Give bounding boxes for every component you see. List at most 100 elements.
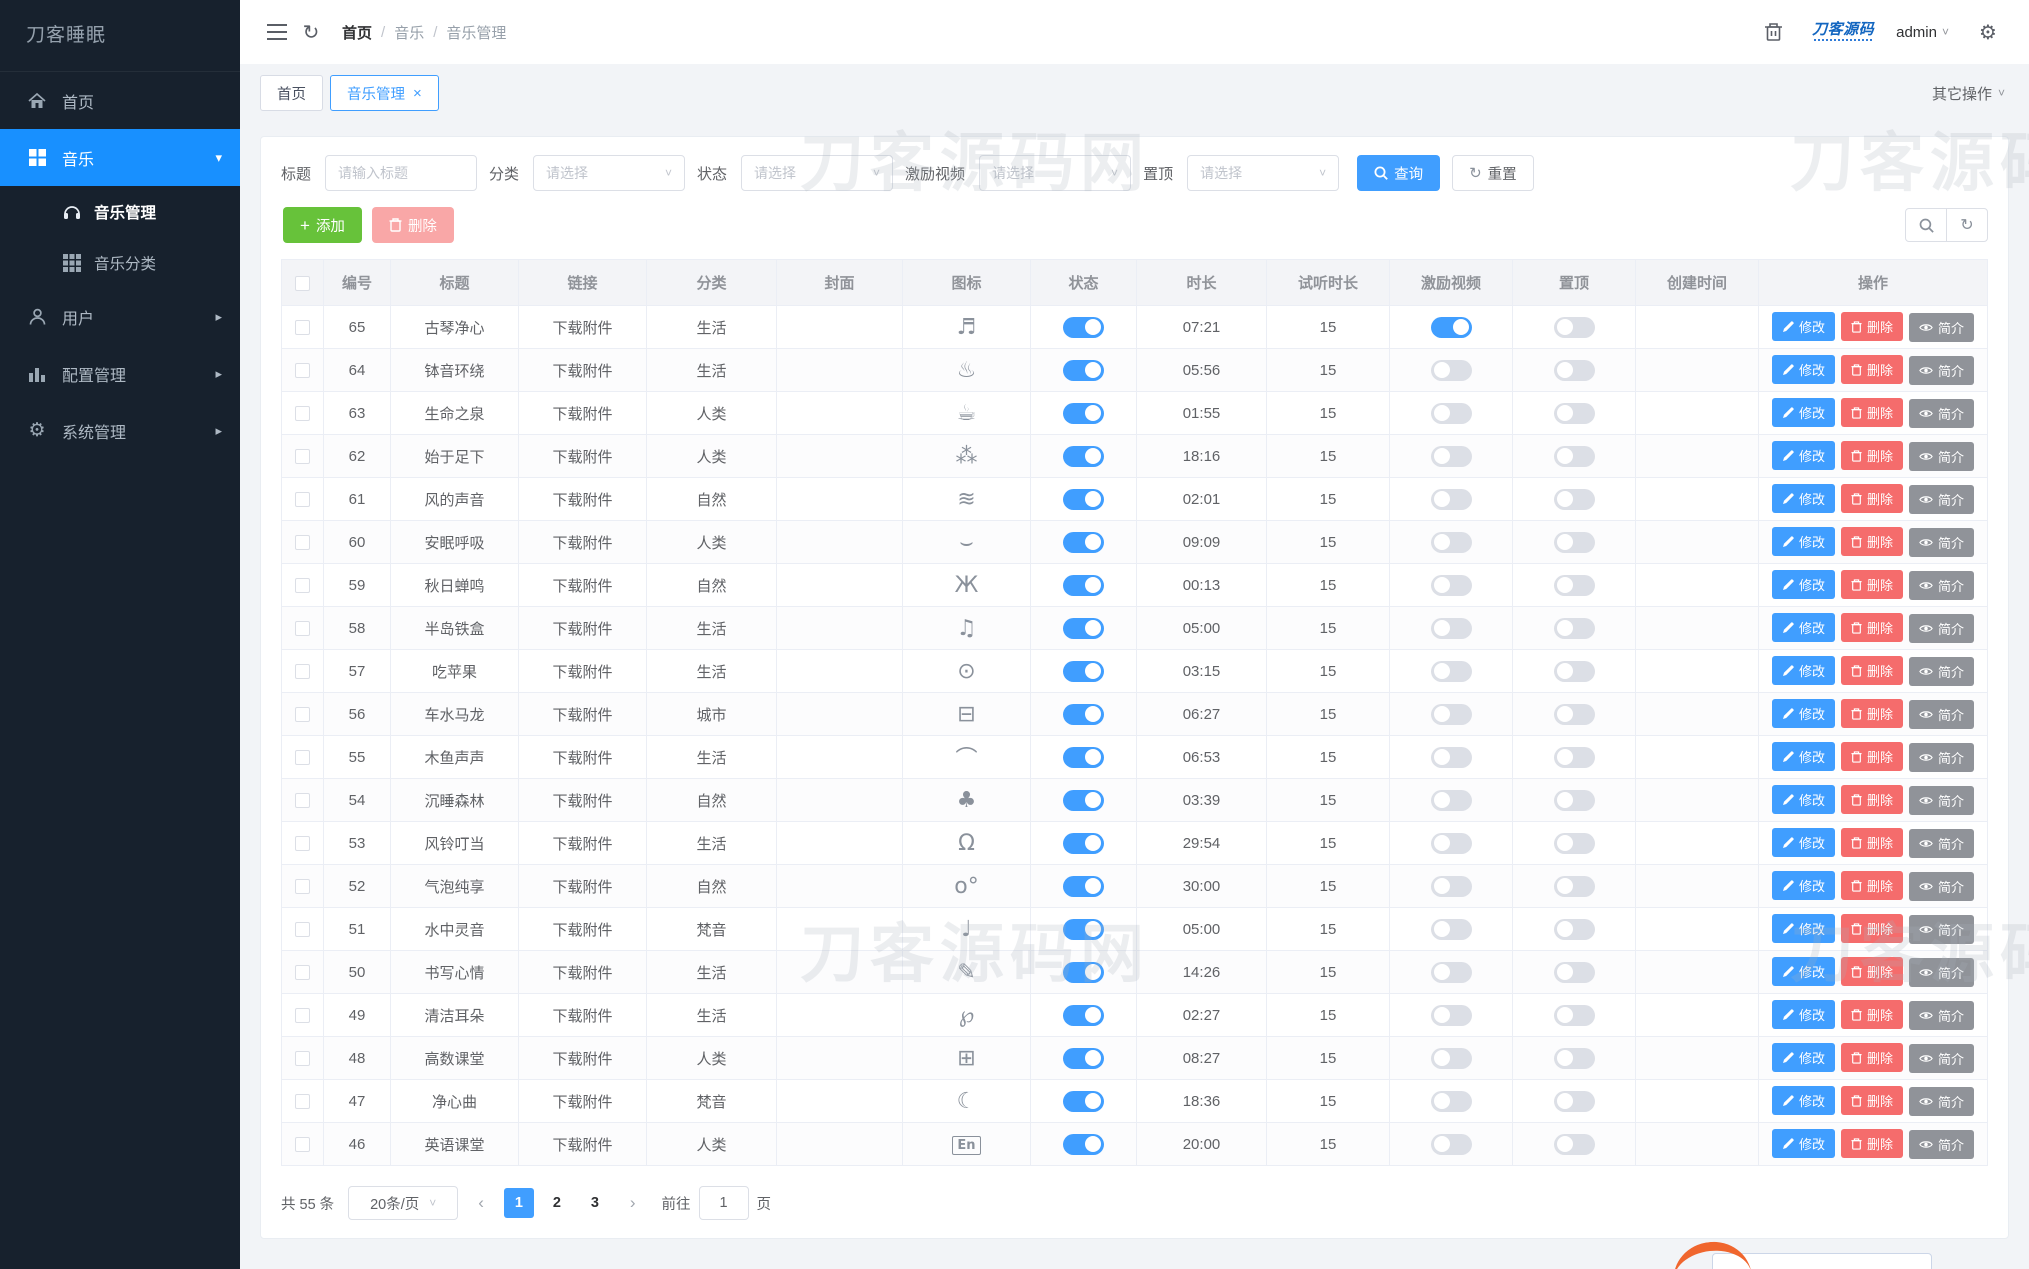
row-checkbox[interactable] [295,578,310,594]
sidebar-item-系统管理[interactable]: ⚙ 系统管理 ▸ [0,402,240,459]
incentive-video-toggle[interactable] [1430,574,1472,596]
download-attachment-link[interactable]: 下载附件 [552,534,613,552]
user-dropdown[interactable]: admin ˅ [1896,24,1949,41]
incentive-video-toggle[interactable] [1430,316,1472,338]
pin-top-toggle[interactable] [1553,445,1595,467]
status-toggle[interactable] [1063,832,1104,854]
row-checkbox[interactable] [295,1137,310,1153]
status-toggle[interactable] [1063,316,1104,338]
gear-icon[interactable]: ⚙ [1979,21,1997,44]
sidebar-item-配置管理[interactable]: 配置管理 ▸ [0,345,240,402]
intro-button[interactable]: 简介 [1909,441,1975,471]
edit-button[interactable]: 修改 [1771,871,1835,901]
select-all-checkbox[interactable] [295,275,310,291]
page-number-2[interactable]: 2 [552,1195,561,1211]
intro-button[interactable]: 简介 [1909,1086,1975,1116]
delete-button[interactable]: 删除 [1840,1129,1903,1159]
pin-top-toggle[interactable] [1553,402,1595,424]
reset-button[interactable]: ↻ 重置 [1452,155,1534,191]
status-toggle[interactable] [1063,961,1104,983]
delete-button[interactable]: 删除 [1840,957,1903,987]
bulk-delete-button[interactable]: 删除 [371,207,454,243]
incentive-video-toggle[interactable] [1430,1090,1472,1112]
row-checkbox[interactable] [295,320,310,336]
pin-top-toggle[interactable] [1553,1133,1595,1155]
pin-top-toggle[interactable] [1553,531,1595,553]
pin-top-toggle[interactable] [1553,918,1595,940]
incentive-video-toggle[interactable] [1430,1133,1472,1155]
delete-button[interactable]: 删除 [1840,484,1903,514]
incentive-video-toggle[interactable] [1430,488,1472,510]
status-toggle[interactable] [1063,445,1104,467]
other-actions-dropdown[interactable]: 其它操作 ˅ [1931,85,2005,103]
edit-button[interactable]: 修改 [1771,699,1835,729]
intro-button[interactable]: 简介 [1909,742,1975,772]
edit-button[interactable]: 修改 [1771,742,1835,772]
delete-button[interactable]: 删除 [1840,656,1903,686]
delete-button[interactable]: 删除 [1840,613,1903,643]
download-attachment-link[interactable]: 下载附件 [552,964,613,982]
incentive-video-toggle[interactable] [1430,531,1472,553]
delete-button[interactable]: 删除 [1840,828,1903,858]
status-toggle[interactable] [1063,746,1104,768]
edit-button[interactable]: 修改 [1771,613,1835,643]
incentive-video-toggle[interactable] [1430,789,1472,811]
intro-button[interactable]: 简介 [1909,312,1975,342]
trash-icon[interactable] [1756,15,1790,49]
intro-button[interactable]: 简介 [1909,699,1975,729]
refresh-icon[interactable]: ↻ [302,21,320,44]
incentive-video-toggle[interactable] [1430,875,1472,897]
row-checkbox[interactable] [295,1008,310,1024]
delete-button[interactable]: 删除 [1840,742,1903,772]
filter-select-激励视频[interactable]: 请选择 ˅ [979,155,1132,191]
brand-logo[interactable]: 刀客源码 [1812,22,1874,43]
filter-select-状态[interactable]: 请选择 ˅ [741,155,894,191]
breadcrumb-item[interactable]: 首页 [342,24,373,42]
download-attachment-link[interactable]: 下载附件 [552,577,613,595]
pin-top-toggle[interactable] [1553,875,1595,897]
pin-top-toggle[interactable] [1553,703,1595,725]
download-attachment-link[interactable]: 下载附件 [552,921,613,939]
incentive-video-toggle[interactable] [1430,660,1472,682]
incentive-video-toggle[interactable] [1430,918,1472,940]
edit-button[interactable]: 修改 [1771,1000,1835,1030]
download-attachment-link[interactable]: 下载附件 [552,491,613,509]
row-checkbox[interactable] [295,965,310,981]
pin-top-toggle[interactable] [1553,789,1595,811]
pin-top-toggle[interactable] [1553,832,1595,854]
intro-button[interactable]: 简介 [1909,1129,1975,1159]
row-checkbox[interactable] [295,1051,310,1067]
status-toggle[interactable] [1063,488,1104,510]
prev-page-button[interactable]: ‹ [478,1193,484,1212]
status-toggle[interactable] [1063,1047,1104,1069]
row-checkbox[interactable] [295,793,310,809]
delete-button[interactable]: 删除 [1840,1086,1903,1116]
sidebar-item-用户[interactable]: 用户 ▸ [0,288,240,345]
row-checkbox[interactable] [295,1094,310,1110]
intro-button[interactable]: 简介 [1909,398,1975,428]
status-toggle[interactable] [1063,918,1104,940]
download-attachment-link[interactable]: 下载附件 [552,362,613,380]
pin-top-toggle[interactable] [1553,746,1595,768]
table-search-button[interactable] [1905,208,1947,242]
pin-top-toggle[interactable] [1553,1047,1595,1069]
download-attachment-link[interactable]: 下载附件 [552,749,613,767]
pin-top-toggle[interactable] [1553,961,1595,983]
incentive-video-toggle[interactable] [1430,961,1472,983]
intro-button[interactable]: 简介 [1909,527,1975,557]
status-toggle[interactable] [1063,402,1104,424]
download-attachment-link[interactable]: 下载附件 [552,448,613,466]
page-size-select[interactable]: 20条/页 ˅ [348,1186,459,1220]
download-attachment-link[interactable]: 下载附件 [552,706,613,724]
row-checkbox[interactable] [295,922,310,938]
sidebar-item-音乐分类[interactable]: 音乐分类 [0,237,240,288]
incentive-video-toggle[interactable] [1430,402,1472,424]
tab-首页[interactable]: 首页 [260,75,323,111]
intro-button[interactable]: 简介 [1909,828,1975,858]
edit-button[interactable]: 修改 [1771,484,1835,514]
status-toggle[interactable] [1063,531,1104,553]
delete-button[interactable]: 删除 [1840,570,1903,600]
delete-button[interactable]: 删除 [1840,699,1903,729]
intro-button[interactable]: 简介 [1909,1043,1975,1073]
row-checkbox[interactable] [295,535,310,551]
